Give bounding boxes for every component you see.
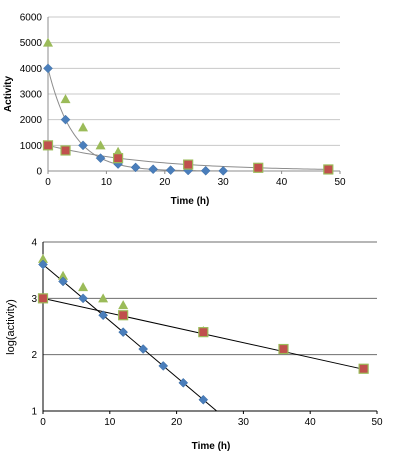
chart1-square-point: [60, 145, 71, 156]
chart2-triangle-point: [38, 253, 48, 263]
chart2-y-tick-label: 2: [31, 350, 37, 361]
chart1-y-tick-label: 6000: [20, 13, 43, 24]
chart2-x-axis-title: Time (h): [192, 441, 231, 452]
chart1-y-tick-label: 3000: [20, 90, 43, 101]
chart2-y-tick-label: 1: [31, 407, 37, 418]
chart2-diamond-point: [198, 394, 209, 405]
chart1-triangle-point: [95, 140, 106, 150]
chart2-square-point: [198, 327, 209, 338]
chart2-triangle-point: [78, 282, 89, 292]
chart2-square-point: [37, 293, 49, 304]
chart2-triangle-point: [58, 270, 69, 280]
chart1-square-point: [323, 164, 334, 175]
chart2-square-point: [278, 343, 289, 355]
chart2-y-tick-label: 4: [31, 238, 37, 249]
chart1-triangle-point: [43, 37, 53, 47]
chart1-y-tick-label: 1000: [20, 141, 43, 152]
chart2-diamond-point: [178, 377, 189, 388]
chart1-diamond-point: [130, 162, 141, 173]
chart1-x-axis-title: Time (h): [171, 196, 210, 207]
chart2-y-tick-label: 3: [31, 294, 37, 305]
chart1-x-tick-label: 20: [159, 177, 171, 188]
chart2-triangle-point: [98, 293, 109, 303]
chart1-square-point: [112, 153, 124, 164]
chart2-diamond-point: [58, 276, 68, 287]
chart2-x-tick-label: 20: [171, 417, 183, 428]
chart2-x-tick-label: 0: [40, 417, 46, 428]
chart1-diamond-point: [200, 165, 211, 176]
chart2-diamond-point: [98, 310, 108, 321]
chart2-diamond-point: [118, 327, 129, 337]
chart1-diamond-point: [95, 153, 106, 164]
chart1-diamond-point: [78, 140, 88, 151]
chart1-triangle-point: [60, 94, 71, 104]
chart2-diamond-point: [78, 293, 88, 304]
chart1-square-point: [253, 162, 264, 173]
chart1-diamond-point: [218, 166, 229, 176]
chart1-x-tick-label: 40: [276, 177, 288, 188]
chart2-x-tick-label: 10: [104, 417, 116, 428]
chart1-square-point: [183, 159, 194, 170]
chart1-x-tick-label: 0: [45, 177, 51, 188]
chart1-triangle-point: [78, 122, 89, 132]
chart1-y-tick-label: 2000: [20, 115, 43, 126]
chart1-x-tick-label: 50: [334, 177, 346, 188]
chart2-diamond-point: [158, 361, 169, 371]
chart1-diamond-point: [165, 165, 176, 175]
chart2-x-tick-label: 30: [238, 417, 250, 428]
chart1-x-tick-label: 10: [101, 177, 113, 188]
chart2-x-tick-label: 50: [371, 417, 383, 428]
chart1-y-tick-label: 4000: [20, 64, 43, 75]
chart2-diamond-point: [138, 344, 149, 354]
chart2-diamond-point: [38, 259, 48, 270]
chart1-y-tick-label: 0: [36, 167, 42, 178]
chart1-diamond-point: [60, 114, 71, 125]
chart1-diamond-point: [43, 63, 53, 74]
chart1-y-axis-title: Activity: [3, 76, 14, 113]
chart2-fit-line: [42, 264, 218, 412]
chart2-square-point: [118, 310, 129, 321]
chart2-x-tick-label: 40: [305, 417, 317, 428]
chart1-diamond-point: [148, 164, 158, 175]
chart2-triangle-point: [118, 300, 129, 310]
chart2-square-point: [358, 363, 369, 374]
chart2-y-axis-title: log(activity): [5, 299, 17, 355]
chart1-x-tick-label: 30: [218, 177, 230, 188]
chart1-square-point: [42, 140, 54, 151]
chart1-y-tick-label: 5000: [20, 38, 43, 49]
